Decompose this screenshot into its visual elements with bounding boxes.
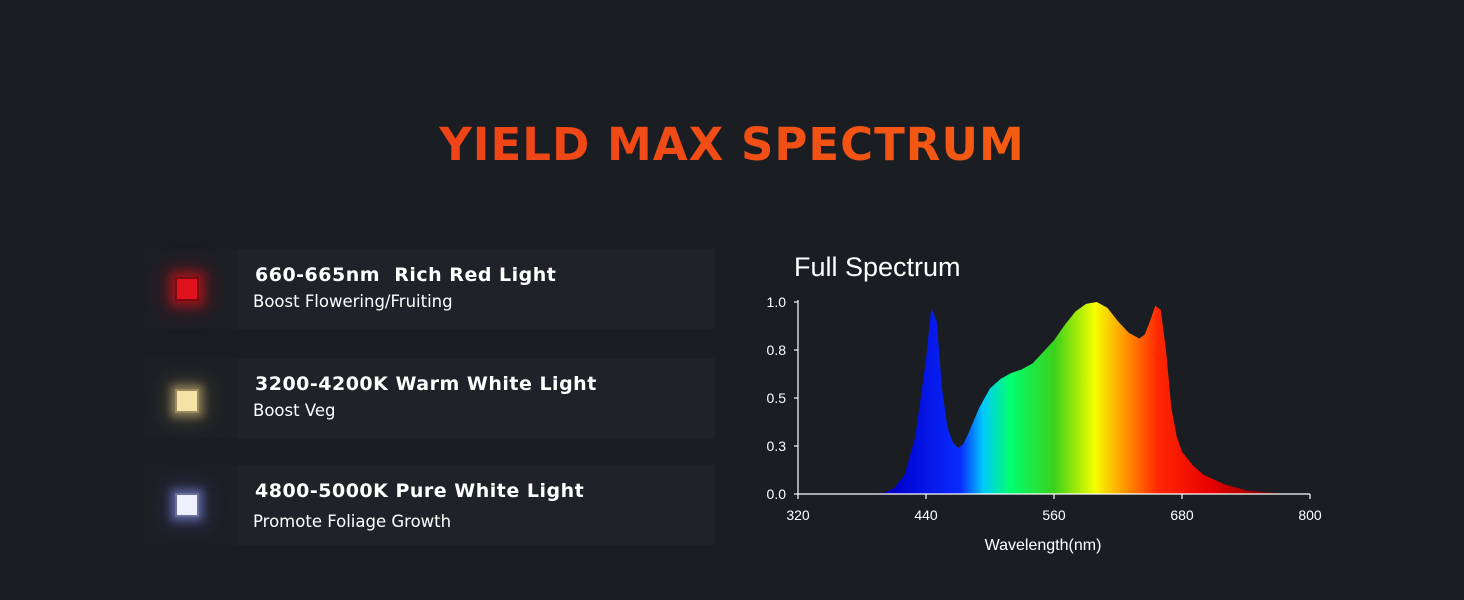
y-axis-ticks: 0.0 0.3 0.5 0.8 1.0 <box>767 294 798 502</box>
x-tick-label: 320 <box>786 507 810 523</box>
chart-title: Full Spectrum <box>794 252 961 282</box>
y-tick-label: 0.3 <box>767 438 787 454</box>
light-card-pure-white: 4800-5000K Pure White Light Promote Foli… <box>145 465 715 545</box>
led-tile <box>145 249 237 329</box>
led-tile <box>145 358 237 438</box>
warm-white-led-icon <box>175 389 199 413</box>
x-tick-label: 800 <box>1298 507 1322 523</box>
spectrum-area <box>862 302 1310 494</box>
red-led-icon <box>175 277 199 301</box>
light-heading: 660-665nm Rich Red Light <box>255 264 557 286</box>
x-axis-ticks: 320 440 560 680 800 <box>786 494 1322 523</box>
led-tile <box>145 465 237 545</box>
spectrum-chart: Full Spectrum 0.0 0.3 0.5 0.8 1.0 320 440 560 6… <box>767 252 1322 554</box>
x-tick-label: 560 <box>1042 507 1066 523</box>
page-title: YIELD MAX SPECTRUM <box>0 118 1464 171</box>
light-heading: 4800-5000K Pure White Light <box>255 480 585 502</box>
x-tick-label: 680 <box>1170 507 1194 523</box>
light-card-warm-white: 3200-4200K Warm White Light Boost Veg <box>145 358 715 438</box>
y-tick-label: 1.0 <box>767 294 787 310</box>
light-description: Boost Veg <box>253 401 336 420</box>
light-card-red: 660-665nm Rich Red Light Boost Flowering… <box>145 249 715 329</box>
light-heading: 3200-4200K Warm White Light <box>255 373 597 395</box>
light-description: Boost Flowering/Fruiting <box>253 292 453 311</box>
x-axis-label: Wavelength(nm) <box>985 537 1102 554</box>
x-tick-label: 440 <box>914 507 938 523</box>
light-description: Promote Foliage Growth <box>253 512 452 531</box>
y-tick-label: 0.0 <box>767 486 787 502</box>
y-tick-label: 0.8 <box>767 342 787 358</box>
y-tick-label: 0.5 <box>767 390 787 406</box>
pure-white-led-icon <box>175 493 199 517</box>
